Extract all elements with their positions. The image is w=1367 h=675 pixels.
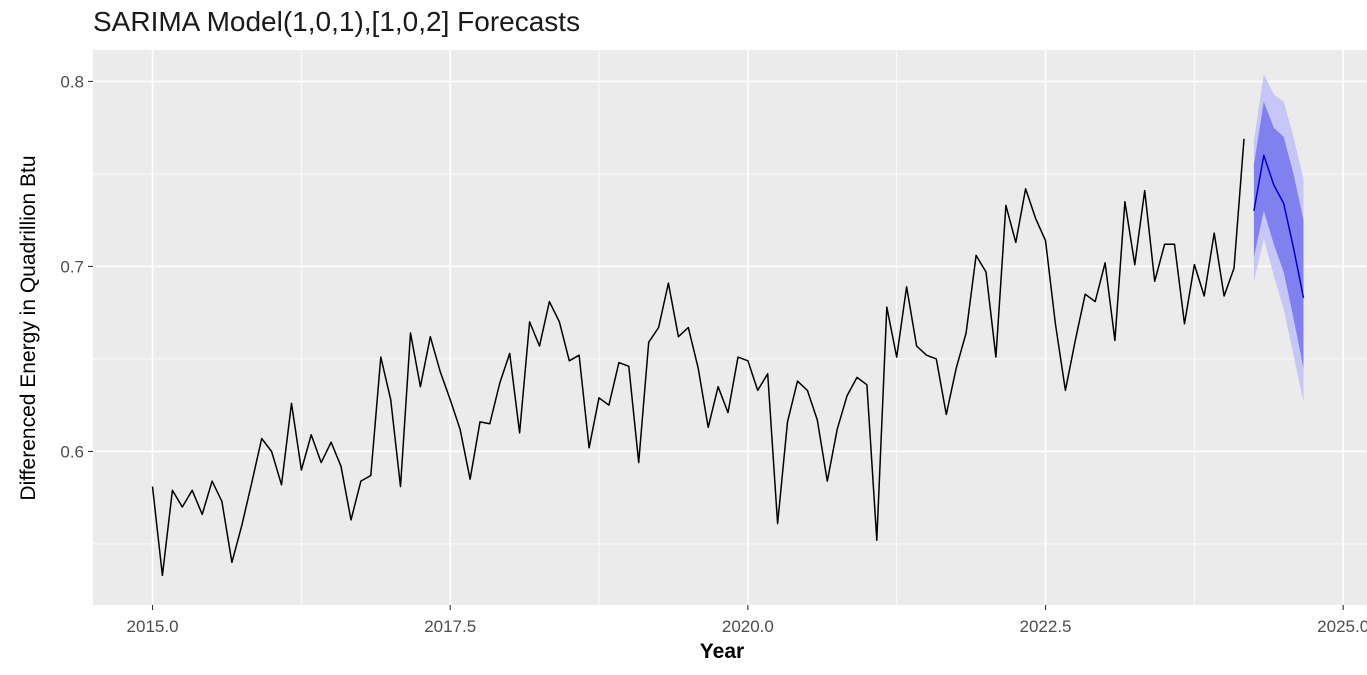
history-line [151,138,1245,577]
y-axis: 0.6 0.7 0.8 [60,72,93,461]
y-tick-label: 0.7 [60,257,84,276]
plot-panel [93,50,1367,605]
prediction-intervals [1253,74,1304,402]
minor-gridlines [93,50,1367,605]
x-tick-label: 2020.0 [722,617,774,636]
x-axis: 2015.0 2017.5 2020.0 2022.5 2025.0 [127,605,1367,636]
forecast-line [1253,154,1305,299]
x-tick-label: 2015.0 [127,617,179,636]
x-tick-label: 2017.5 [424,617,476,636]
major-gridlines [93,50,1367,605]
y-tick-label: 0.8 [60,72,84,91]
interval-band-inner [1253,101,1304,369]
series-lines [151,138,1305,577]
x-axis-title: Year [700,640,744,663]
y-axis-title: Differenced Energy in Quadrillion Btu [17,155,40,500]
y-tick-label: 0.6 [60,442,84,461]
chart-title: SARIMA Model(1,0,1),[1,0,2] Forecasts [93,6,581,37]
x-tick-label: 2025.0 [1317,617,1367,636]
x-tick-label: 2022.5 [1020,617,1072,636]
